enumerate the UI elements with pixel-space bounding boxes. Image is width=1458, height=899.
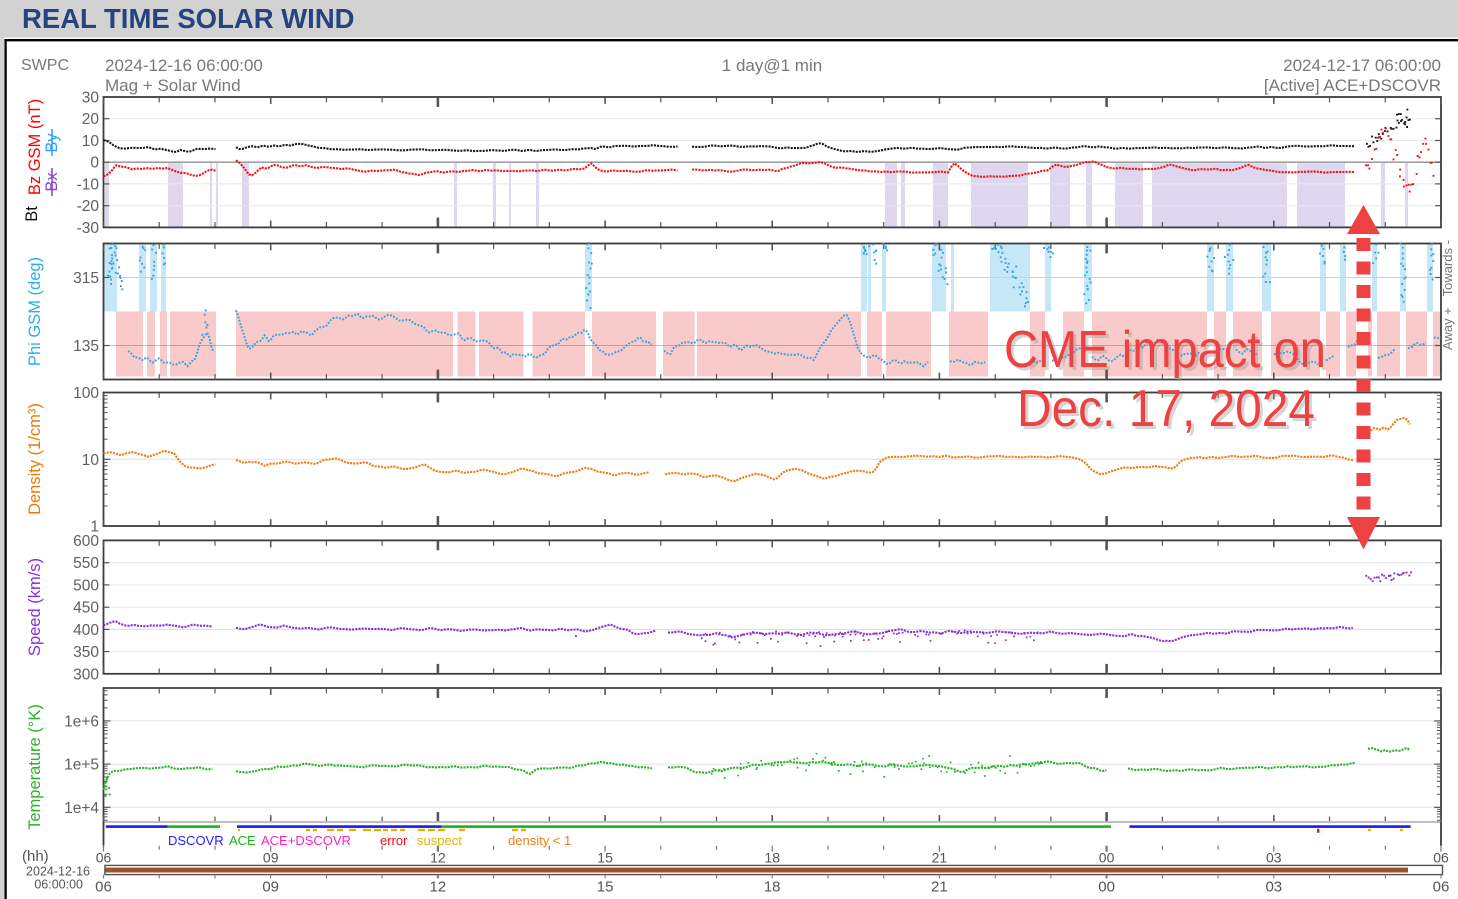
svg-text:CME impact on: CME impact on <box>1004 321 1326 379</box>
svg-text:Bz GSM (nT): Bz GSM (nT) <box>26 99 44 195</box>
svg-text:15: 15 <box>597 850 613 866</box>
svg-text:0: 0 <box>90 155 99 172</box>
svg-text:300: 300 <box>73 666 99 683</box>
svg-text:-10: -10 <box>77 176 100 193</box>
svg-text:00: 00 <box>1098 879 1115 896</box>
svg-text:00: 00 <box>1099 850 1115 866</box>
svg-text:Bt: Bt <box>23 206 41 222</box>
svg-text:06: 06 <box>1433 879 1450 896</box>
svg-text:10: 10 <box>82 133 100 150</box>
svg-text:06: 06 <box>96 850 112 866</box>
svg-text:09: 09 <box>262 879 279 896</box>
svg-text:15: 15 <box>597 879 614 896</box>
svg-text:315: 315 <box>73 270 99 287</box>
svg-text:10: 10 <box>82 452 100 469</box>
svg-text:500: 500 <box>73 577 99 594</box>
svg-text:450: 450 <box>73 600 99 617</box>
svg-text:ACE: ACE <box>229 833 256 848</box>
svg-text:SWPC: SWPC <box>21 57 69 74</box>
svg-text:100: 100 <box>73 385 99 402</box>
svg-text:600: 600 <box>73 533 99 550</box>
svg-text:DSCOVR: DSCOVR <box>168 833 224 848</box>
svg-text:2024-12-17 06:00:00: 2024-12-17 06:00:00 <box>1283 56 1441 75</box>
svg-text:1e+5: 1e+5 <box>64 757 99 774</box>
svg-text:06: 06 <box>95 879 112 896</box>
svg-text:Mag + Solar Wind: Mag + Solar Wind <box>105 76 241 95</box>
svg-text:[Active] ACE+DSCOVR: [Active] ACE+DSCOVR <box>1264 76 1441 95</box>
svg-text:21: 21 <box>932 850 948 866</box>
svg-text:1e+4: 1e+4 <box>64 800 99 817</box>
svg-text:Speed (km/s): Speed (km/s) <box>26 558 44 656</box>
svg-text:12: 12 <box>430 879 447 896</box>
svg-text:1: 1 <box>90 519 99 536</box>
svg-text:suspect: suspect <box>417 833 462 848</box>
svg-text:09: 09 <box>263 850 279 866</box>
svg-text:135: 135 <box>73 338 99 355</box>
svg-text:ACE+DSCOVR: ACE+DSCOVR <box>261 833 351 848</box>
svg-text:1e+6: 1e+6 <box>64 713 99 730</box>
svg-text:550: 550 <box>73 555 99 572</box>
svg-text:error: error <box>380 833 408 848</box>
svg-text:1 day@1 min: 1 day@1 min <box>722 56 822 75</box>
svg-text:06: 06 <box>1433 850 1449 866</box>
svg-text:400: 400 <box>73 622 99 639</box>
svg-text:03: 03 <box>1265 879 1282 896</box>
svg-text:03: 03 <box>1266 850 1282 866</box>
svg-text:REAL TIME SOLAR WIND: REAL TIME SOLAR WIND <box>22 3 355 34</box>
svg-text:Temperature (°K): Temperature (°K) <box>26 704 44 830</box>
svg-text:21: 21 <box>931 879 948 896</box>
svg-text:CME impact on: CME impact on <box>1007 324 1329 382</box>
svg-text:(hh): (hh) <box>22 848 49 865</box>
svg-text:Density (1/cm³): Density (1/cm³) <box>26 403 44 515</box>
svg-text:-20: -20 <box>77 198 100 215</box>
svg-text:-30: -30 <box>77 220 100 237</box>
svg-text:350: 350 <box>73 644 99 661</box>
svg-text:20: 20 <box>82 111 100 128</box>
svg-text:density < 1: density < 1 <box>508 833 571 848</box>
svg-text:06:00:00: 06:00:00 <box>34 878 83 892</box>
svg-text:Dec. 17, 2024: Dec. 17, 2024 <box>1017 380 1315 438</box>
svg-text:18: 18 <box>764 850 780 866</box>
svg-text:Phi GSM (deg): Phi GSM (deg) <box>26 257 44 366</box>
svg-text:Dec. 17, 2024: Dec. 17, 2024 <box>1020 383 1318 441</box>
svg-text:30: 30 <box>82 90 100 107</box>
svg-text:18: 18 <box>764 879 781 896</box>
svg-text:12: 12 <box>430 850 446 866</box>
svg-text:Away + Towards -: Away + Towards - <box>1440 240 1455 350</box>
svg-text:2024-12-16: 2024-12-16 <box>26 865 90 879</box>
svg-text:2024-12-16 06:00:00: 2024-12-16 06:00:00 <box>105 56 263 75</box>
